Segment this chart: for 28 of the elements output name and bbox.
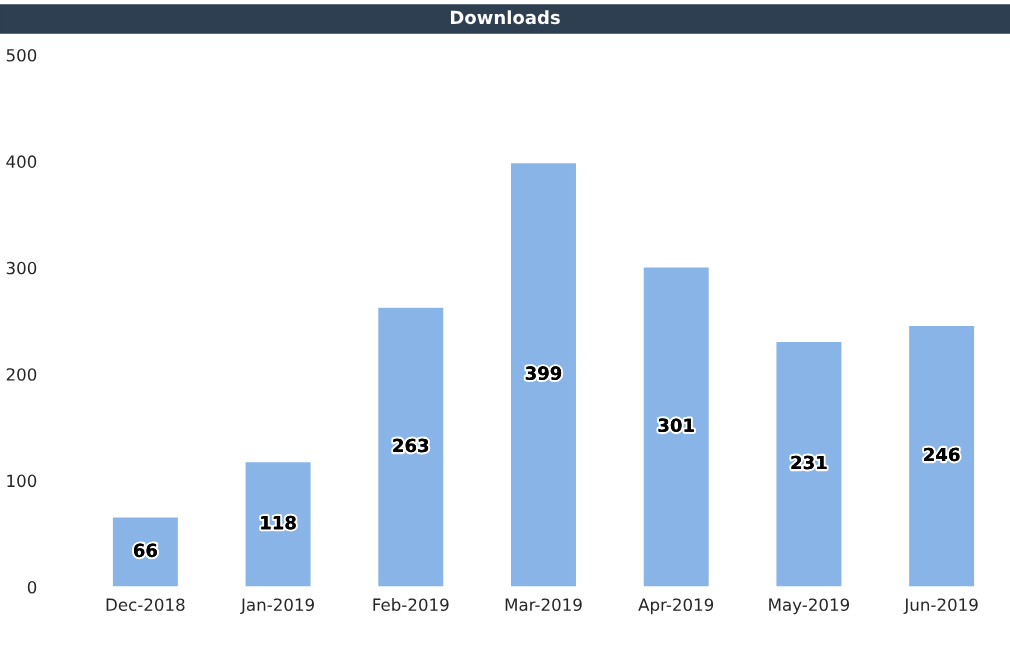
- data-label: 399: [525, 366, 562, 380]
- y-tick-label: 300: [6, 261, 37, 275]
- x-tick-label: Dec-2018: [106, 598, 185, 612]
- bar: [244, 460, 312, 587]
- data-label: 246: [924, 447, 960, 462]
- x-tick-label: Mar-2019: [505, 598, 582, 612]
- data-label: 231: [791, 455, 827, 470]
- chart-title: Downloads: [450, 10, 560, 25]
- y-tick-label: 100: [7, 474, 37, 488]
- data-label: 66: [133, 543, 157, 558]
- x-tick-label: Jun-2019: [903, 598, 978, 615]
- y-tick-label: 200: [6, 368, 37, 381]
- data-label: 263: [393, 438, 429, 453]
- y-tick-label: 0: [27, 580, 37, 594]
- x-tick-label: Apr-2019: [638, 598, 714, 615]
- bar: [509, 161, 578, 587]
- bar: [907, 324, 976, 587]
- bar: [642, 266, 711, 587]
- x-tick-label: Jan-2019: [240, 598, 314, 615]
- data-label: 118: [261, 515, 296, 530]
- bar: [376, 306, 445, 587]
- bar: [111, 516, 180, 587]
- x-tick-label: May-2019: [769, 598, 850, 615]
- y-tick-label: 500: [6, 48, 37, 62]
- y-tick-label: 400: [6, 155, 37, 168]
- data-label: 301: [658, 418, 694, 433]
- bar: [775, 340, 843, 587]
- x-tick-label: Feb-2019: [373, 598, 449, 612]
